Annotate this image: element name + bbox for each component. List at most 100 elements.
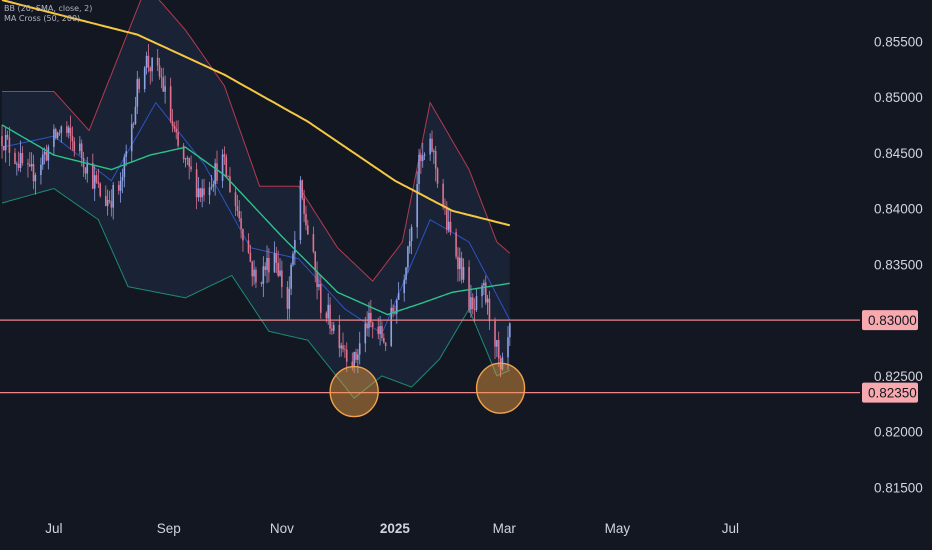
ma-cross-legend-label[interactable]: MA Cross (50, 200) [4, 14, 81, 23]
candle [475, 288, 478, 312]
candle [160, 67, 163, 89]
level-price-label[interactable]: 0.82350 [862, 382, 918, 403]
candle [268, 248, 270, 283]
candle [408, 228, 411, 254]
candle [403, 274, 405, 302]
candle [397, 282, 400, 300]
candle [436, 167, 439, 188]
candle [27, 158, 29, 178]
candle [449, 210, 452, 236]
candle [45, 144, 48, 162]
ma200-line [1, 0, 511, 227]
candle [173, 121, 176, 133]
candle [60, 125, 63, 143]
candle [327, 293, 330, 325]
candle [17, 151, 20, 172]
candle [8, 126, 11, 166]
candle [182, 143, 185, 163]
candle [371, 321, 374, 339]
candle [188, 157, 190, 180]
candle [377, 317, 380, 340]
highlight-circles[interactable] [329, 362, 526, 418]
candle [455, 228, 457, 260]
candle [136, 70, 139, 114]
candle [470, 284, 472, 318]
candle [421, 142, 424, 168]
candle [318, 274, 320, 291]
highlight-circle[interactable] [329, 365, 379, 418]
candle [92, 153, 94, 190]
highlight-circle[interactable] [475, 362, 526, 414]
candle [355, 348, 357, 364]
candle [3, 145, 5, 151]
candle [156, 48, 159, 72]
candle [195, 162, 198, 210]
candle [242, 228, 244, 252]
bollinger-band-lines [1, 0, 511, 399]
candle [442, 179, 444, 210]
candle [247, 233, 250, 254]
candle [212, 180, 215, 192]
x-axis[interactable]: Jul Sep Nov 2025 Mar May Jul [45, 521, 739, 536]
candle [366, 311, 368, 337]
candle [358, 331, 361, 365]
candle [169, 77, 172, 124]
candle [468, 260, 470, 313]
candle [112, 182, 115, 220]
candle [329, 297, 331, 335]
candle [486, 294, 489, 315]
candle [394, 305, 396, 316]
moving-average-lines [1, 0, 511, 316]
candle [305, 205, 307, 231]
candle [69, 115, 72, 150]
candle [130, 114, 133, 163]
candle [264, 262, 266, 277]
candle [332, 321, 335, 335]
candle [149, 66, 152, 85]
candle [418, 148, 420, 194]
y-tick-label: 0.85500 [874, 34, 923, 49]
candle [260, 281, 263, 287]
y-tick-label: 0.82000 [874, 425, 923, 440]
candle [381, 321, 383, 341]
ma50-line [1, 124, 510, 316]
bb-lower-line [1, 187, 511, 399]
candle [119, 172, 122, 203]
bb-legend-label[interactable]: BB (20, SMA, close, 2) [4, 4, 93, 13]
y-tick-label: 0.84500 [874, 146, 923, 161]
candle [132, 121, 135, 129]
y-axis[interactable]: 0.85500 0.85000 0.84500 0.84000 0.83500 0.825… [862, 34, 923, 495]
level-price-text: 0.83000 [868, 313, 917, 328]
bollinger-band-fill [2, 0, 510, 399]
candle [108, 190, 111, 204]
candle [158, 57, 161, 80]
level-price-label[interactable]: 0.83000 [862, 310, 918, 331]
y-tick-label: 0.83500 [874, 257, 923, 272]
horizontal-levels[interactable] [0, 319, 860, 394]
candle [459, 247, 461, 282]
indicator-legend: BB (20, SMA, close, 2) MA Cross (50, 200… [4, 4, 92, 24]
candle [97, 168, 100, 188]
candle [175, 120, 178, 140]
candle [433, 148, 435, 164]
candle [423, 152, 426, 160]
candle [299, 176, 302, 245]
candle [190, 155, 192, 172]
candle [292, 250, 294, 267]
x-tick-label: Jul [722, 521, 739, 536]
candle [58, 129, 61, 136]
candle [171, 109, 174, 133]
candle [151, 57, 153, 82]
candle [53, 124, 55, 156]
bb-upper-line [2, 0, 511, 282]
candle [67, 125, 70, 139]
candle [420, 152, 422, 174]
candle [338, 314, 341, 358]
candle [186, 155, 189, 166]
candle [294, 231, 296, 266]
candle [21, 146, 24, 166]
candle [84, 167, 87, 180]
candle [364, 316, 367, 353]
candle [344, 344, 346, 358]
